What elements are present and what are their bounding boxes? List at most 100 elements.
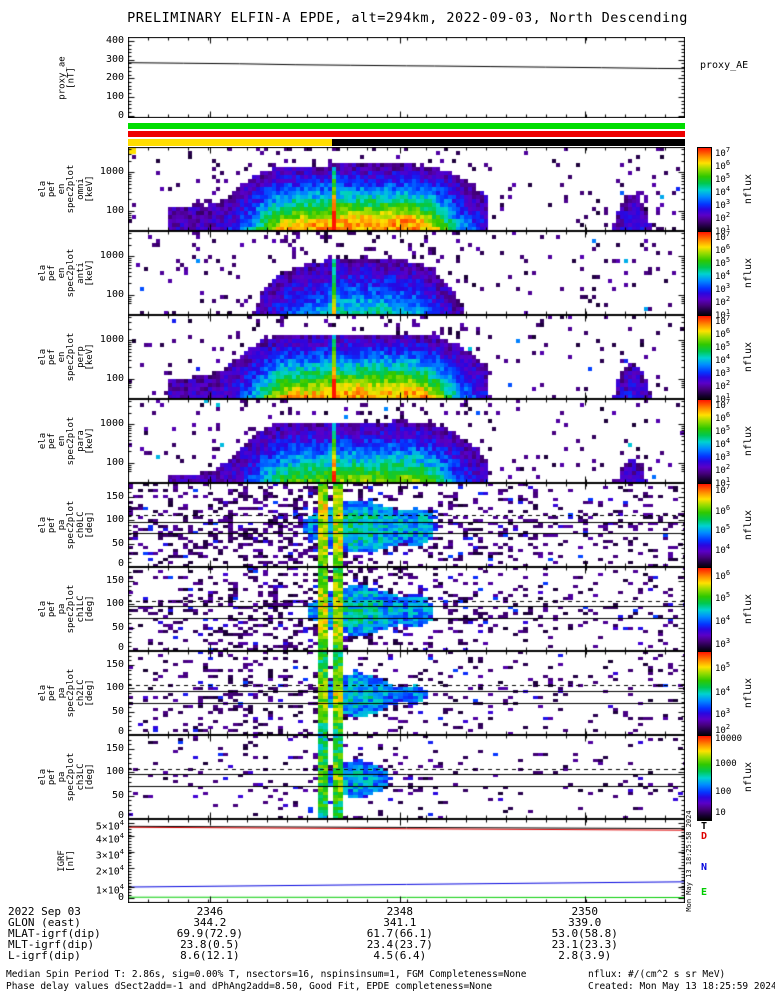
ytick-label: 50 [111,789,124,801]
colorbar-tick-label: 10000 [715,734,743,745]
colorbar-tick-label: 105 [715,423,731,437]
ytick-label: 1000 [99,334,124,346]
panel-ch2LC [128,651,685,735]
ytick-label: 300 [105,53,124,65]
igrf-series-label-D: D [701,831,708,843]
ytick-label: 100 [105,372,124,384]
colorbar-tick-label: 10 [715,808,726,819]
colorbar-tick-label: 107 [715,229,731,243]
colorbar-tick-label: 107 [715,313,731,327]
spectrogram-canvas-ch3LC [128,735,685,819]
time-axis-value: 2350 [571,905,598,918]
nflux-label: nflux [743,483,755,567]
created-vertical-label: Mon May 13 18:25:58 2024 [685,810,695,911]
time-axis-value: 8.6(12.1) [180,949,240,962]
igrf-series-label-N: N [701,862,708,874]
colorbar-ch0LC [697,483,712,569]
footer-line-1: Median Spin Period T: 2.86s, sig=0.00% T… [6,969,527,980]
colorbar-tick-label: 101 [715,307,731,321]
ylabel-perp: ela pef en spec2plot perp [keV] [30,315,104,399]
flag-bar-red [128,131,685,137]
colorbar-ch3LC [697,735,712,821]
footer-units: nflux: #/(cm^2 s sr MeV) [588,969,726,980]
colorbar-tick-label: 104 [715,268,731,282]
footer-created: Created: Mon May 13 18:25:59 2024 [588,981,775,992]
colorbar-tick-label: 103 [715,636,731,650]
colorbar-tick-label: 106 [715,242,731,256]
panel-ch1LC [128,567,685,651]
colorbar-tick-label: 104 [715,184,731,198]
panel-ch0LC [128,483,685,567]
spectrogram-canvas-anti [128,231,685,315]
ytick-label: 100 [105,90,124,102]
nflux-label-text: nflux [743,425,755,457]
colorbar-tick-label: 106 [715,410,731,424]
ytick-label: 150 [105,575,124,587]
ytick-label: 0 [117,641,124,653]
colorbar-ch1LC [697,567,712,653]
colorbar-tick-label: 104 [715,542,731,556]
time-axis-value: 2346 [196,905,224,918]
ytick-label: 100 [105,288,124,300]
ytick-label: 0 [117,109,124,121]
colorbar-tick-label: 106 [715,504,731,518]
colorbar-tick-label: 101 [715,223,731,237]
nflux-label-text: nflux [743,341,755,373]
colorbar-anti [697,231,712,317]
ytick-label: 1000 [99,250,124,262]
colorbar-ch2LC [697,651,712,737]
time-axis-value: 23.1(23.3) [551,938,618,951]
colorbar-tick-label: 105 [715,255,731,269]
nflux-label: nflux [743,315,755,399]
colorbar-tick-label: 105 [715,590,731,604]
panel-ch3LC [128,735,685,819]
ytick-label: 50 [111,537,124,549]
time-axis-value: 61.7(66.1) [366,927,433,940]
igrf-series-label-T: T [701,821,708,833]
ylabel-anti: ela pef en spec2plot anti [keV] [30,231,104,315]
line-canvas-igrf [128,819,685,903]
colorbar-tick-label: 103 [715,449,731,463]
nflux-label: nflux [743,399,755,483]
footer-line-2: Phase delay values dSect2add=-1 and dPhA… [6,981,493,992]
ylabel-para: ela pef en spec2plot para [keV] [30,399,104,483]
flag-bar-green [128,123,685,129]
proxy-ae-right-label: proxy_AE [700,60,749,71]
nflux-label-text: nflux [743,173,755,205]
ytick-label: 4×104 [95,831,124,846]
line-canvas-proxy_ae [128,37,685,118]
ytick-label: 100 [105,682,124,694]
colorbar-tick-label: 102 [715,210,731,224]
spectrogram-canvas-ch1LC [128,567,685,651]
colorbar-tick-label: 107 [715,397,731,411]
colorbar-tick-label: 100 [715,787,732,798]
ytick-label: 0 [117,557,124,569]
panel-para [128,399,685,483]
colorbar-tick-label: 101 [715,391,731,405]
colorbar-tick-label: 103 [715,281,731,295]
panel-proxy_ae [128,37,685,118]
axis-row-label: GLON (east) [8,916,81,929]
nflux-label-text: nflux [743,257,755,289]
ytick-label: 2×104 [95,863,124,878]
axis-row-label: MLAT-igrf(dip) [8,927,101,940]
colorbar-tick-label: 101 [715,475,731,489]
ytick-label: 5×104 [95,819,124,833]
ytick-label: 100 [105,766,124,778]
colorbar-tick-label: 106 [715,326,731,340]
nflux-label-text: nflux [743,761,755,793]
colorbar-tick-label: 105 [715,171,731,185]
plot-title: PRELIMINARY ELFIN-A EPDE, alt=294km, 202… [127,10,688,26]
colorbar-tick-label: 103 [715,706,731,720]
time-axis-value: 2348 [386,905,414,918]
time-axis-value: 23.4(23.7) [366,938,433,951]
time-axis-value: 53.0(58.8) [551,927,618,940]
panel-anti [128,231,685,315]
ytick-label: 100 [105,598,124,610]
colorbar-tick-label: 104 [715,684,731,698]
ytick-label: 0 [117,725,124,737]
nflux-label: nflux [743,567,755,651]
nflux-label: nflux [743,231,755,315]
ytick-label: 1000 [99,418,124,430]
